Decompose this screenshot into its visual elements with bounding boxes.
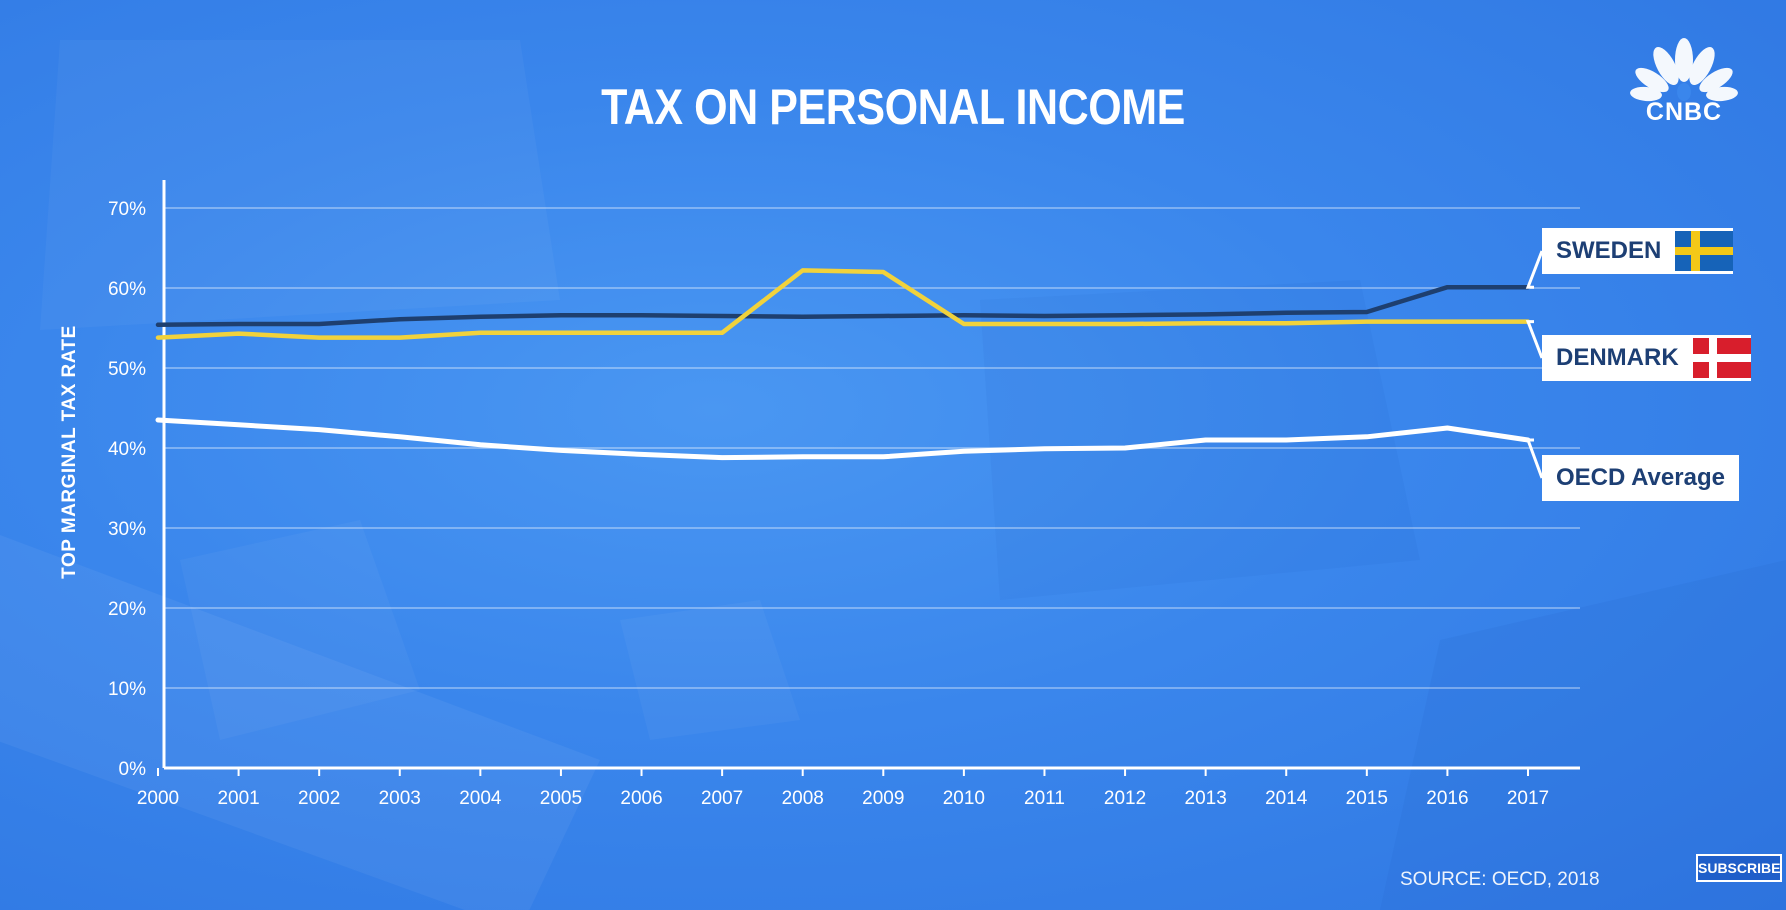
chart-title: TAX ON PERSONAL INCOME <box>601 79 1185 135</box>
y-tick-label: 60% <box>108 279 146 300</box>
series-line-oecd-average <box>155 417 1531 461</box>
legend-label: DENMARK <box>1556 344 1679 371</box>
background-shape <box>40 40 560 330</box>
peacock-icon <box>1630 38 1738 102</box>
x-tick-labels: 2000 2001 2002 2003 2004 2005 2006 2007 2008 2009… <box>137 788 1549 809</box>
gridlines <box>164 207 1580 689</box>
y-tick-label: 30% <box>108 519 146 540</box>
x-tick-label: 2004 <box>459 788 502 809</box>
series-line-denmark <box>155 268 1531 340</box>
legend-sweden: SWEDEN <box>1542 228 1734 274</box>
sweden-flag-icon <box>1675 231 1734 271</box>
legend-denmark: DENMARK <box>1542 335 1751 381</box>
y-axis-label: TOP MARGINAL TAX RATE <box>59 325 80 579</box>
x-tick-label: 2005 <box>540 788 582 809</box>
x-tick-label: 2013 <box>1185 788 1227 809</box>
legend-leader-line <box>1525 250 1544 289</box>
x-tick-label: 2011 <box>1024 788 1065 809</box>
background-shape <box>180 520 420 740</box>
denmark-flag-icon <box>1692 338 1751 378</box>
x-tick-label: 2010 <box>943 788 985 809</box>
y-tick-label: 10% <box>108 679 146 700</box>
x-tick-label: 2008 <box>782 788 824 809</box>
y-tick-label: 20% <box>108 599 146 620</box>
x-tick-label: 2000 <box>137 788 179 809</box>
x-tick-label: 2006 <box>620 788 662 809</box>
x-tick-label: 2007 <box>701 788 743 809</box>
y-tick-labels: 0% 10% 20% 30% 40% 50% 60% 70% <box>108 199 146 780</box>
legend-leader-lines <box>1525 250 1544 479</box>
legend-label: OECD Average <box>1556 464 1725 491</box>
x-tick-label: 2014 <box>1265 788 1308 809</box>
axes <box>157 180 1580 776</box>
background-shape <box>1380 560 1786 910</box>
series-line-sweden <box>155 284 1531 328</box>
brand-name: CNBC <box>1645 98 1723 126</box>
series-lines <box>155 268 1531 461</box>
y-tick-label: 50% <box>108 359 146 380</box>
y-tick-label: 0% <box>119 759 147 780</box>
legend-oecd-average: OECD Average <box>1542 455 1739 501</box>
x-tick-label: 2001 <box>217 788 259 809</box>
x-tick-label: 2016 <box>1426 788 1468 809</box>
x-tick-label: 2012 <box>1104 788 1146 809</box>
subscribe-button[interactable]: SUBSCRIBE <box>1696 854 1782 882</box>
y-tick-label: 70% <box>108 199 146 220</box>
x-tick-label: 2003 <box>379 788 421 809</box>
source-note: SOURCE: OECD, 2018 <box>1400 869 1600 890</box>
legend-label: SWEDEN <box>1556 237 1662 264</box>
background-shape <box>0 535 600 910</box>
background-shape <box>620 600 800 740</box>
x-tick-label: 2015 <box>1346 788 1388 809</box>
x-tick-label: 2009 <box>862 788 904 809</box>
legend-leader-line <box>1525 320 1544 359</box>
y-tick-label: 40% <box>108 439 146 460</box>
x-tick-label: 2002 <box>298 788 340 809</box>
legend-leader-line <box>1525 438 1544 479</box>
x-tick-label: 2017 <box>1507 788 1549 809</box>
